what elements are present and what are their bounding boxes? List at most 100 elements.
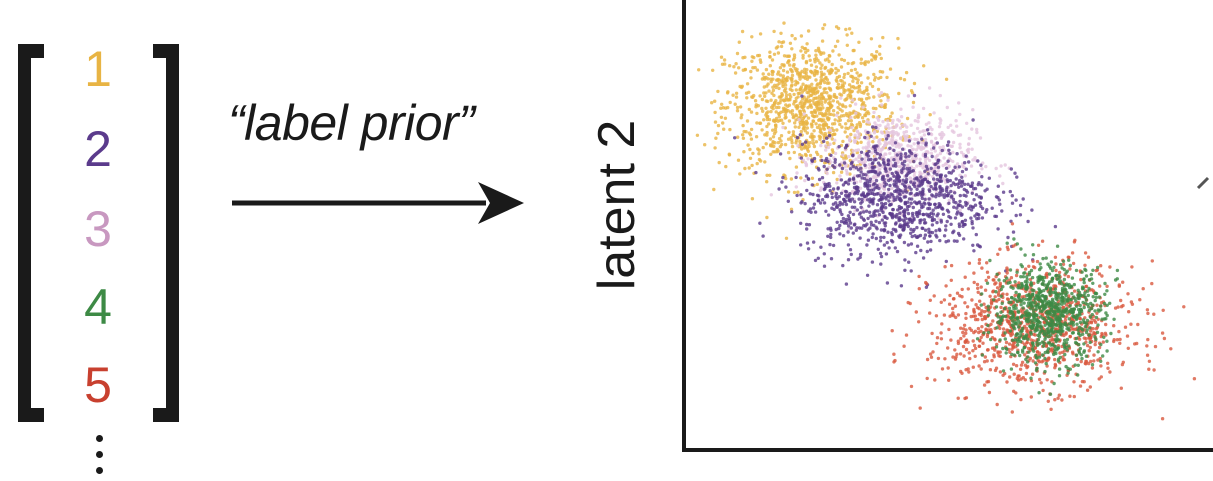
arrow-caption: “label prior” bbox=[228, 95, 475, 151]
scatter-point bbox=[939, 300, 943, 304]
scatter-point bbox=[944, 77, 949, 82]
scatter-point bbox=[1065, 290, 1069, 295]
scatter-point bbox=[1009, 276, 1014, 280]
scatter-point bbox=[1051, 338, 1055, 342]
scatter-point bbox=[928, 234, 932, 238]
scatter-point bbox=[1126, 346, 1130, 350]
scatter-point bbox=[1031, 301, 1035, 305]
scatter-point bbox=[843, 89, 847, 93]
scatter-point bbox=[886, 159, 891, 163]
scatter-point bbox=[1035, 340, 1039, 345]
scatter-point bbox=[1006, 235, 1010, 240]
scatter-point bbox=[1058, 279, 1063, 283]
scatter-point bbox=[829, 228, 833, 232]
scatter-point bbox=[741, 68, 745, 72]
scatter-point bbox=[931, 208, 935, 212]
scatter-point bbox=[1005, 276, 1009, 280]
scatter-point bbox=[983, 288, 988, 292]
scatter-point bbox=[866, 216, 870, 221]
scatter-point bbox=[1109, 331, 1113, 336]
scatter-point bbox=[784, 108, 789, 112]
scatter-point bbox=[818, 137, 822, 141]
scatter-point bbox=[790, 33, 794, 38]
scatter-point bbox=[882, 195, 886, 200]
scatter-point bbox=[985, 359, 989, 363]
scatter-point bbox=[1029, 282, 1033, 286]
scatter-point bbox=[843, 164, 848, 169]
scatter-point bbox=[871, 165, 875, 170]
scatter-point bbox=[811, 138, 815, 142]
scatter-point bbox=[826, 213, 831, 217]
scatter-point bbox=[841, 263, 845, 268]
scatter-point bbox=[904, 333, 909, 337]
scatter-point bbox=[891, 129, 896, 134]
scatter-point bbox=[994, 166, 998, 171]
scatter-point bbox=[865, 136, 870, 140]
scatter-point bbox=[800, 94, 804, 98]
scatter-point bbox=[805, 146, 809, 150]
scatter-point bbox=[713, 99, 717, 103]
scatter-point bbox=[848, 221, 853, 225]
scatter-point bbox=[932, 111, 936, 115]
scatter-point bbox=[899, 107, 903, 111]
scatter-point bbox=[904, 155, 908, 159]
scatter-point bbox=[831, 243, 836, 248]
scatter-point bbox=[810, 176, 815, 180]
scatter-point bbox=[816, 82, 820, 86]
scatter-point bbox=[1020, 281, 1024, 286]
scatter-point bbox=[783, 142, 788, 147]
scatter-point bbox=[799, 156, 803, 160]
scatter-point bbox=[995, 402, 999, 407]
scatter-point bbox=[812, 72, 817, 76]
scatter-point bbox=[807, 89, 811, 93]
scatter-point bbox=[944, 174, 948, 178]
scatter-point bbox=[927, 86, 932, 90]
scatter-point bbox=[899, 152, 903, 156]
scatter-point bbox=[916, 234, 921, 238]
scatter-point bbox=[948, 293, 952, 298]
scatter-point bbox=[905, 208, 910, 212]
scatter-point bbox=[1006, 297, 1011, 302]
scatter-point bbox=[1118, 341, 1122, 345]
scatter-point bbox=[881, 210, 885, 215]
scatter-point bbox=[810, 86, 814, 90]
scatter-point bbox=[1085, 289, 1090, 293]
scatter-point bbox=[776, 119, 780, 123]
scatter-point bbox=[808, 93, 813, 98]
scatter-point bbox=[776, 101, 780, 106]
scatter-point bbox=[857, 40, 861, 44]
scatter-point bbox=[888, 151, 892, 156]
scatter-point bbox=[985, 380, 989, 384]
scatter-point bbox=[819, 70, 824, 74]
scatter-point bbox=[1057, 309, 1061, 313]
scatter-point bbox=[738, 105, 743, 109]
scatter-point bbox=[994, 214, 999, 219]
scatter-point bbox=[1068, 309, 1072, 313]
scatter-point bbox=[853, 115, 857, 119]
latent-scatter-plot bbox=[682, 0, 1213, 452]
scatter-point bbox=[798, 73, 802, 77]
scatter-point bbox=[833, 160, 837, 164]
scatter-point bbox=[761, 234, 765, 238]
scatter-point bbox=[1080, 356, 1084, 361]
scatter-point bbox=[805, 227, 809, 231]
scatter-point bbox=[799, 129, 803, 134]
scatter-point bbox=[979, 285, 983, 289]
scatter-point bbox=[799, 34, 804, 38]
scatter-point bbox=[790, 83, 794, 87]
scatter-point bbox=[745, 119, 750, 123]
scatter-point bbox=[765, 133, 769, 137]
scatter-point bbox=[903, 258, 907, 262]
scatter-point bbox=[872, 130, 877, 134]
scatter-point bbox=[1088, 345, 1092, 350]
scatter-point bbox=[1079, 353, 1083, 357]
scatter-point bbox=[793, 125, 797, 129]
label-item-3: 3 bbox=[84, 201, 112, 257]
scatter-point bbox=[1035, 356, 1039, 360]
scatter-point bbox=[891, 126, 895, 130]
scatter-point bbox=[863, 163, 867, 167]
scatter-point bbox=[1049, 407, 1053, 411]
scatter-point bbox=[1055, 306, 1059, 310]
scatter-point bbox=[878, 171, 882, 175]
scatter-point bbox=[838, 122, 842, 127]
